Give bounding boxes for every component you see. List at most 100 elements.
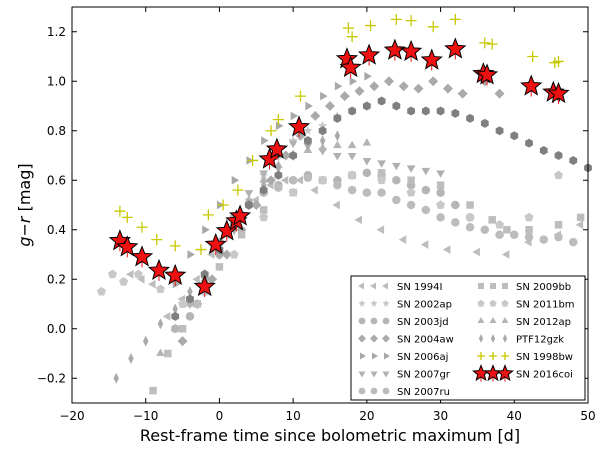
point-dark-gray-hexagons [362,101,371,111]
point-sn-2004aw [310,110,321,121]
point-sn-2007gr [362,157,372,166]
point-sn-1994i [472,247,480,257]
point-ptf12gzk [334,130,341,142]
legend-marker [382,299,390,307]
point-sn-1994i [376,225,385,235]
point-sn-2006aj [349,76,358,86]
point-sn-2007gr [244,190,254,198]
y-axis-title-unit: [mag] [15,163,34,216]
point-dark-gray-hexagons [333,113,342,123]
x-tick-label: 0 [216,409,224,423]
y-tick-label: 1.2 [47,25,66,39]
point-sn-2006aj [261,136,269,145]
point-sn-2004aw [325,101,335,111]
point-sn-2007ru [274,183,283,192]
point-sn-2016coi [215,219,238,242]
legend-label: SN 2006aj [397,352,448,363]
point-sn-2006aj [364,71,372,81]
point-sn-2016coi [399,39,423,62]
point-dark-gray-hexagons [171,311,180,321]
x-tick-label: 40 [507,409,522,423]
point-sn-1998bw [342,22,354,34]
point-sn-2007gr [347,153,357,161]
y-axis-title-minus: − [15,223,34,236]
point-sn-1998bw [527,51,539,62]
legend-marker [489,352,497,360]
point-sn-1998bw [449,13,461,25]
y-axis-title-r: r [15,215,34,223]
point-sn-2016coi [520,74,543,97]
point-sn-2012ap [333,140,342,149]
legend-marker [477,299,485,307]
y-axis-title: g−r [mag] [15,163,34,246]
legend-marker [370,282,376,290]
point-sn-1998bw [427,21,439,33]
point-sn-2016coi [204,232,227,255]
x-tick-label: 10 [286,409,301,423]
legend-entry: SN 2002ap [358,299,452,311]
legend-entry: SN 2007ru [358,387,450,398]
legend-marker [382,282,388,290]
point-sn-2004aw [207,274,218,285]
point-sn-2016coi [547,81,570,104]
point-dark-gray-hexagons [186,294,194,304]
legend-marker [490,283,496,289]
point-sn-2004aw [428,76,439,87]
legend-marker [372,352,378,360]
point-sn-2009bb [407,176,415,184]
plot-frame [71,6,589,404]
y-tick-label: 0.0 [47,322,66,336]
point-sn-2011bm [436,200,446,209]
legend-marker [370,371,378,378]
point-sn-2011bm [288,187,298,197]
point-sn-1994i [125,269,134,279]
legend-marker [358,371,366,378]
point-sn-2007ru [451,218,460,227]
point-sn-1998bw [121,211,133,223]
point-sn-2016coi [444,37,467,60]
point-sn-2006aj [172,279,181,289]
legend-marker [501,352,509,360]
point-sn-2004aw [369,81,380,92]
point-sn-2007ru [347,185,357,195]
y-tick-label: 0.4 [47,223,66,237]
point-dark-gray-hexagons [525,138,533,148]
legend-entry: SN 2011bm [477,299,575,311]
point-dark-gray-hexagons [392,101,401,111]
legend-label: SN 2016coi [516,370,573,381]
x-tick-label: 20 [359,409,374,423]
legend-marker [360,352,366,360]
point-sn-2003jd [362,168,372,178]
legend-marker [489,317,497,323]
point-sn-2004aw [494,88,505,99]
legend-entry: SN 2016coi [472,364,573,382]
legend-entry: SN 2007gr [358,370,451,381]
point-dark-gray-hexagons [200,269,209,279]
point-sn-1998bw [169,240,181,252]
legend-label: SN 2009bb [516,282,571,293]
point-sn-2007ru [554,232,563,242]
points-layer [96,13,592,395]
point-sn-2004aw [339,91,350,102]
point-sn-1998bw [247,154,259,166]
legend-marker [382,371,390,378]
point-sn-2012ap [362,138,372,146]
y-tick-label: 0.2 [47,272,66,286]
point-sn-1998bw [295,90,307,102]
point-sn-2009bb [436,181,445,189]
point-sn-2006aj [231,175,240,185]
legend-marker [358,334,366,343]
point-sn-2011bm [178,299,188,308]
point-sn-2011bm [347,170,357,180]
point-sn-2006aj [320,91,328,101]
point-sn-1994i [501,250,510,259]
x-tick-label: −20 [59,409,84,423]
point-sn-2016coi [383,38,407,61]
point-dark-gray-hexagons [480,118,489,128]
point-sn-1994i [207,250,215,259]
point-sn-1998bw [405,15,417,27]
point-sn-2007ru [510,230,519,239]
point-sn-2009bb [377,169,386,177]
point-sn-2009bb [554,221,563,229]
point-sn-2011bm [318,175,328,185]
